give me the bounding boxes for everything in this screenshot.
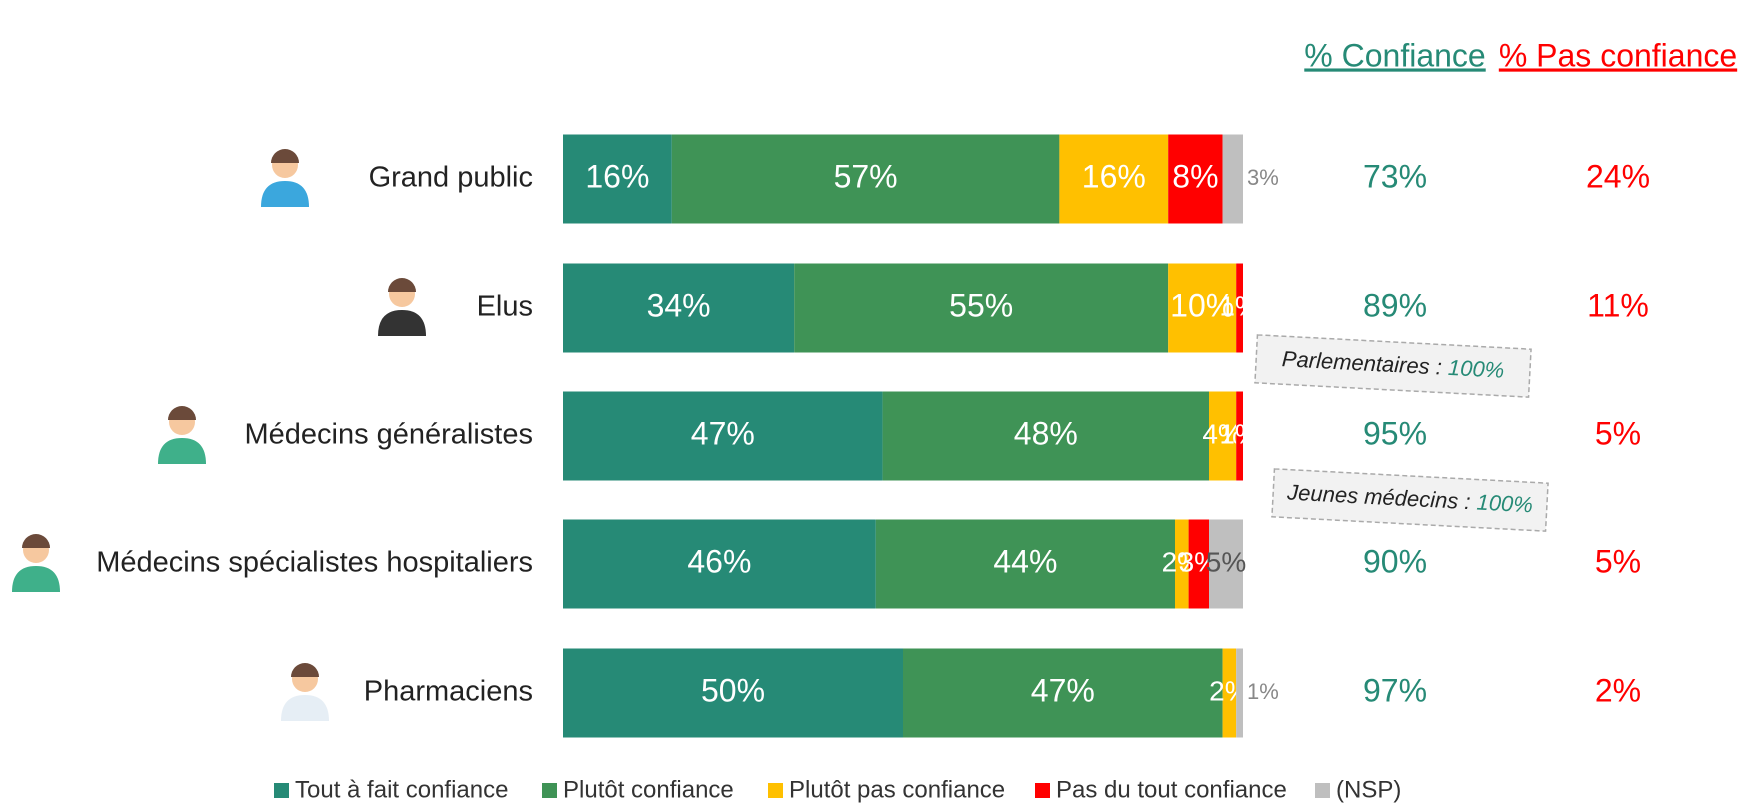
- summary-value: 5%: [1595, 543, 1641, 579]
- value-label: 44%: [993, 543, 1057, 579]
- summary-value: 95%: [1363, 415, 1427, 451]
- annotation-box: [1254, 334, 1532, 398]
- value-label: 2%: [1209, 675, 1249, 706]
- bar-segment: [1059, 134, 1169, 224]
- icon-hair: [291, 663, 319, 677]
- bar-segment: [1236, 391, 1243, 481]
- annotation: Parlementaires : 100%: [1254, 334, 1532, 398]
- person-icon: [378, 278, 426, 336]
- icon-body: [378, 310, 426, 336]
- bar-segment: [1236, 263, 1243, 353]
- icon-body: [12, 566, 60, 592]
- icon-body: [261, 181, 309, 207]
- value-label: 5%: [1206, 546, 1246, 577]
- value-label: 34%: [647, 287, 711, 323]
- bar-segment: [563, 391, 883, 481]
- bar-segment: [1168, 263, 1237, 353]
- legend-label: Pas du tout confiance: [1056, 776, 1287, 803]
- value-label: 1%: [1247, 679, 1279, 704]
- icon-body: [281, 695, 329, 721]
- bar-segment: [563, 134, 672, 224]
- summary-value: 89%: [1363, 287, 1427, 323]
- annotation-value: 100%: [1476, 489, 1534, 517]
- summary-value: 73%: [1363, 158, 1427, 194]
- summary-value: 2%: [1595, 672, 1641, 708]
- bar-segment: [1168, 134, 1223, 224]
- person-icon: [281, 663, 329, 721]
- summary-value: 24%: [1586, 158, 1650, 194]
- category-label: Médecins spécialistes hospitaliers: [96, 547, 533, 579]
- legend-label: Plutôt pas confiance: [789, 776, 1005, 803]
- category-label: Pharmaciens: [364, 676, 533, 708]
- annotation-box: [1271, 468, 1549, 532]
- summary-value: 97%: [1363, 672, 1427, 708]
- column-header: % Pas confiance: [1499, 37, 1737, 73]
- icon-hair: [22, 534, 50, 548]
- annotation: Jeunes médecins : 100%: [1271, 468, 1549, 532]
- legend-swatch: [274, 783, 289, 798]
- summary-value: 90%: [1363, 543, 1427, 579]
- person-icon: [158, 406, 206, 464]
- person-icon: [12, 534, 60, 592]
- category-label: Grand public: [369, 162, 533, 194]
- summary-value: 5%: [1595, 415, 1641, 451]
- icon-hair: [168, 406, 196, 420]
- icon-hair: [388, 278, 416, 292]
- bar-segment: [882, 391, 1209, 481]
- value-label: 46%: [687, 543, 751, 579]
- bar-segment: [903, 648, 1223, 738]
- legend-swatch: [542, 783, 557, 798]
- annotation-value: 100%: [1447, 355, 1505, 383]
- bar-segment: [1175, 519, 1189, 609]
- bar-segment: [1209, 391, 1237, 481]
- bar-segment: [563, 648, 903, 738]
- value-label: 55%: [949, 287, 1013, 323]
- legend-label: Tout à fait confiance: [295, 776, 508, 803]
- summary-value: 11%: [1587, 287, 1649, 323]
- value-label: 8%: [1172, 158, 1218, 194]
- value-label: 57%: [834, 158, 898, 194]
- legend-swatch: [1315, 783, 1330, 798]
- bar-segment: [875, 519, 1175, 609]
- bar-segment: [1222, 648, 1237, 738]
- value-label: 16%: [585, 158, 649, 194]
- column-header: % Confiance: [1304, 37, 1485, 73]
- bar-segment: [563, 519, 876, 609]
- bar-segment: [1188, 519, 1209, 609]
- icon-body: [158, 438, 206, 464]
- bar-segment: [794, 263, 1169, 353]
- legend-label: Plutôt confiance: [563, 776, 734, 803]
- value-label: 3%: [1247, 165, 1279, 190]
- category-label: Elus: [477, 291, 533, 323]
- bar-segment: [1222, 134, 1243, 224]
- value-label: 4%: [1202, 418, 1242, 449]
- legend-swatch: [1035, 783, 1050, 798]
- icon-hair: [271, 149, 299, 163]
- value-label: 48%: [1014, 415, 1078, 451]
- value-label: 1%: [1219, 290, 1259, 321]
- value-label: 47%: [1031, 672, 1095, 708]
- person-icon: [261, 149, 309, 207]
- value-label: 47%: [691, 415, 755, 451]
- bar-segment: [1236, 648, 1243, 738]
- bar-segment: [1209, 519, 1243, 609]
- legend-label: (NSP): [1336, 776, 1401, 803]
- value-label: 10%: [1170, 287, 1234, 323]
- category-label: Médecins généralistes: [244, 419, 533, 451]
- legend-swatch: [768, 783, 783, 798]
- bar-segment: [671, 134, 1060, 224]
- value-label: 16%: [1082, 158, 1146, 194]
- value-label: 50%: [701, 672, 765, 708]
- bar-segment: [563, 263, 795, 353]
- value-label: 1%: [1219, 418, 1259, 449]
